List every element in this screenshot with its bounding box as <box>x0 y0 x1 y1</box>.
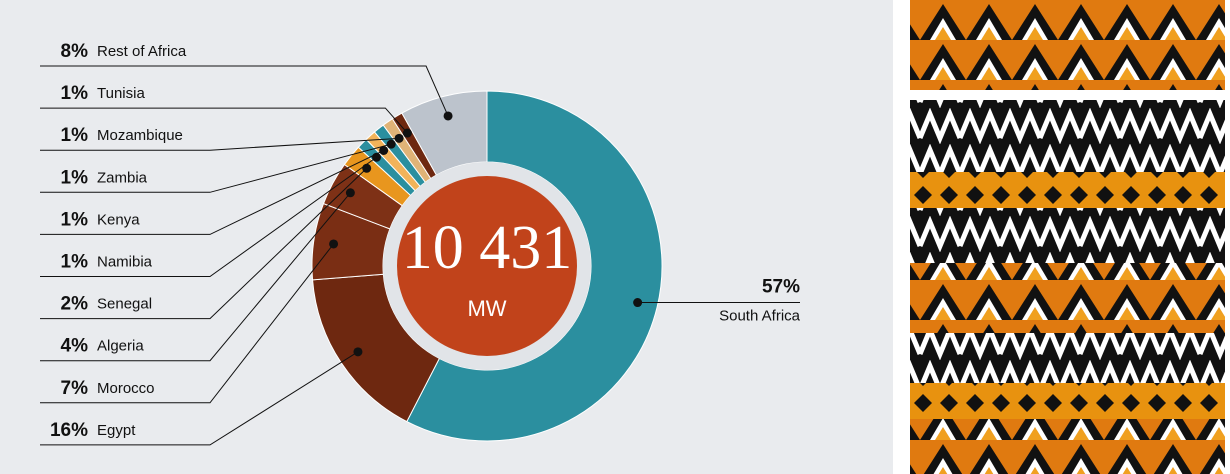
value-label: 4% <box>61 336 89 357</box>
leader-dot <box>379 145 389 155</box>
value-label: 57% <box>762 277 800 298</box>
value-label: 7% <box>61 378 89 399</box>
decorative-pattern <box>910 0 1225 474</box>
leader-dot <box>386 139 396 149</box>
leader-dot <box>394 133 404 143</box>
value-label: 16% <box>50 420 88 441</box>
category-label: Namibia <box>97 253 153 270</box>
category-label: Tunisia <box>97 85 145 102</box>
value-label: 1% <box>61 167 89 188</box>
category-label: Mozambique <box>97 127 183 144</box>
category-label: Algeria <box>97 338 144 355</box>
value-label: 1% <box>61 83 89 104</box>
leader-dot <box>633 298 643 308</box>
leader-dot <box>345 188 355 198</box>
leader-line <box>40 243 334 404</box>
center-circle <box>397 176 577 356</box>
leader-dot <box>362 163 372 173</box>
category-label: Senegal <box>97 296 152 313</box>
value-label: 1% <box>61 209 89 230</box>
category-label: Morocco <box>97 380 155 397</box>
leader-line <box>40 192 351 362</box>
leader-dot <box>443 111 453 121</box>
value-label: 2% <box>61 294 89 315</box>
leader-line <box>40 65 449 117</box>
category-label: Kenya <box>97 211 140 228</box>
leader-dot <box>402 128 412 138</box>
category-label: Zambia <box>97 169 148 186</box>
value-label: 1% <box>61 125 89 146</box>
category-label: Egypt <box>97 422 136 439</box>
category-label: South Africa <box>719 308 801 325</box>
leader-line <box>40 167 368 320</box>
leader-line <box>40 137 400 151</box>
leader-dot <box>353 347 363 357</box>
center-unit: MW <box>467 296 506 321</box>
leader-line <box>40 143 392 193</box>
value-label: 8% <box>61 41 89 62</box>
category-label: Rest of Africa <box>97 43 187 60</box>
leader-dot <box>329 239 339 249</box>
value-label: 1% <box>61 252 89 273</box>
leader-line <box>40 107 408 134</box>
leader-line <box>40 351 359 446</box>
leader-line <box>40 150 384 235</box>
leader-line <box>40 156 377 277</box>
center-total: 10 431 <box>402 214 573 282</box>
